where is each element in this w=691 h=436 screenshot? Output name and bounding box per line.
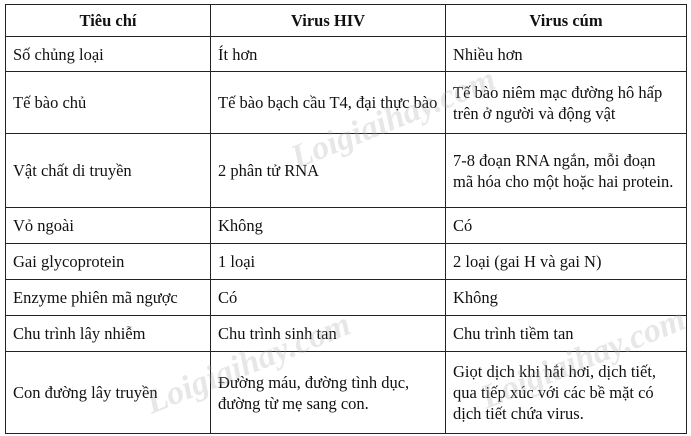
cell-hiv: 2 phân tử RNA [210,133,446,208]
cell-criteria: Con đường lây truyền [5,351,211,434]
table-row: Vỏ ngoài Không Có [5,207,687,244]
cell-criteria: Số chủng loại [5,36,211,72]
cell-criteria: Gai glycoprotein [5,243,211,280]
table-row: Tế bào chủ Tế bào bạch cầu T4, đại thực … [5,71,687,134]
cell-hiv: Tế bào bạch cầu T4, đại thực bào [210,71,446,134]
cell-criteria: Vật chất di truyền [5,133,211,208]
header-flu: Virus cúm [445,4,687,37]
table-row: Con đường lây truyền Đường máu, đường tì… [5,351,687,434]
cell-flu: Giọt dịch khi hắt hơi, dịch tiết, qua ti… [445,351,687,434]
table-row: Gai glycoprotein 1 loại 2 loại (gai H và… [5,243,687,280]
table-row: Số chủng loại Ít hơn Nhiều hơn [5,36,687,72]
cell-hiv: Không [210,207,446,244]
table-row: Enzyme phiên mã ngược Có Không [5,279,687,316]
cell-criteria: Vỏ ngoài [5,207,211,244]
cell-hiv: Đường máu, đường tình dục, đường từ mẹ s… [210,351,446,434]
cell-flu: Chu trình tiềm tan [445,315,687,352]
cell-hiv: Có [210,279,446,316]
cell-flu: 2 loại (gai H và gai N) [445,243,687,280]
cell-hiv: Chu trình sinh tan [210,315,446,352]
cell-flu: Có [445,207,687,244]
cell-flu: Nhiều hơn [445,36,687,72]
header-row: Tiêu chí Virus HIV Virus cúm [5,4,687,37]
cell-flu: 7-8 đoạn RNA ngắn, mỗi đoạn mã hóa cho m… [445,133,687,208]
header-criteria: Tiêu chí [5,4,211,37]
table-row: Vật chất di truyền 2 phân tử RNA 7-8 đoạ… [5,133,687,208]
cell-criteria: Enzyme phiên mã ngược [5,279,211,316]
cell-hiv: 1 loại [210,243,446,280]
header-hiv: Virus HIV [210,4,446,37]
cell-criteria: Chu trình lây nhiễm [5,315,211,352]
cell-criteria: Tế bào chủ [5,71,211,134]
cell-hiv: Ít hơn [210,36,446,72]
cell-flu: Không [445,279,687,316]
comparison-table: Tiêu chí Virus HIV Virus cúm Số chủng lo… [5,4,687,434]
cell-flu: Tế bào niêm mạc đường hô hấp trên ở ngườ… [445,71,687,134]
table-row: Chu trình lây nhiễm Chu trình sinh tan C… [5,315,687,352]
